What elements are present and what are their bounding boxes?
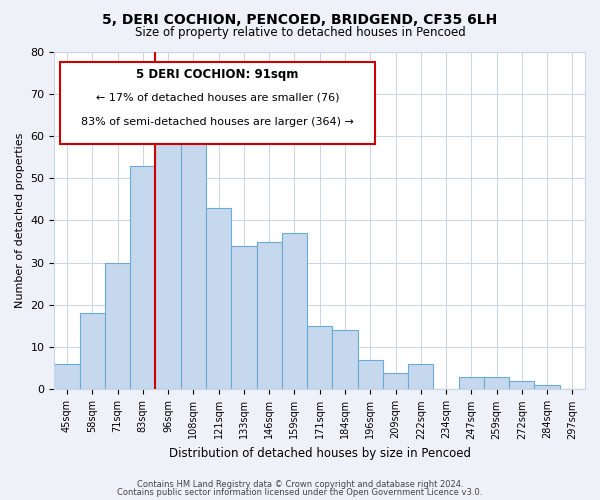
- Bar: [282, 233, 307, 390]
- Text: Contains public sector information licensed under the Open Government Licence v3: Contains public sector information licen…: [118, 488, 482, 497]
- Text: Contains HM Land Registry data © Crown copyright and database right 2024.: Contains HM Land Registry data © Crown c…: [137, 480, 463, 489]
- Bar: [458, 377, 484, 390]
- Bar: [408, 364, 433, 390]
- X-axis label: Distribution of detached houses by size in Pencoed: Distribution of detached houses by size …: [169, 447, 471, 460]
- Bar: [80, 314, 105, 390]
- FancyBboxPatch shape: [60, 62, 376, 144]
- Text: 83% of semi-detached houses are larger (364) →: 83% of semi-detached houses are larger (…: [81, 118, 354, 128]
- Bar: [130, 166, 155, 390]
- Bar: [383, 372, 408, 390]
- Bar: [332, 330, 358, 390]
- Bar: [55, 364, 80, 390]
- Bar: [231, 246, 257, 390]
- Bar: [155, 106, 181, 390]
- Bar: [206, 208, 231, 390]
- Text: ← 17% of detached houses are smaller (76): ← 17% of detached houses are smaller (76…: [96, 92, 340, 102]
- Bar: [105, 262, 130, 390]
- Y-axis label: Number of detached properties: Number of detached properties: [15, 133, 25, 308]
- Bar: [358, 360, 383, 390]
- Bar: [257, 242, 282, 390]
- Text: Size of property relative to detached houses in Pencoed: Size of property relative to detached ho…: [134, 26, 466, 39]
- Bar: [181, 124, 206, 390]
- Text: 5 DERI COCHION: 91sqm: 5 DERI COCHION: 91sqm: [136, 68, 299, 82]
- Bar: [484, 377, 509, 390]
- Bar: [535, 385, 560, 390]
- Bar: [509, 381, 535, 390]
- Bar: [307, 326, 332, 390]
- Text: 5, DERI COCHION, PENCOED, BRIDGEND, CF35 6LH: 5, DERI COCHION, PENCOED, BRIDGEND, CF35…: [103, 12, 497, 26]
